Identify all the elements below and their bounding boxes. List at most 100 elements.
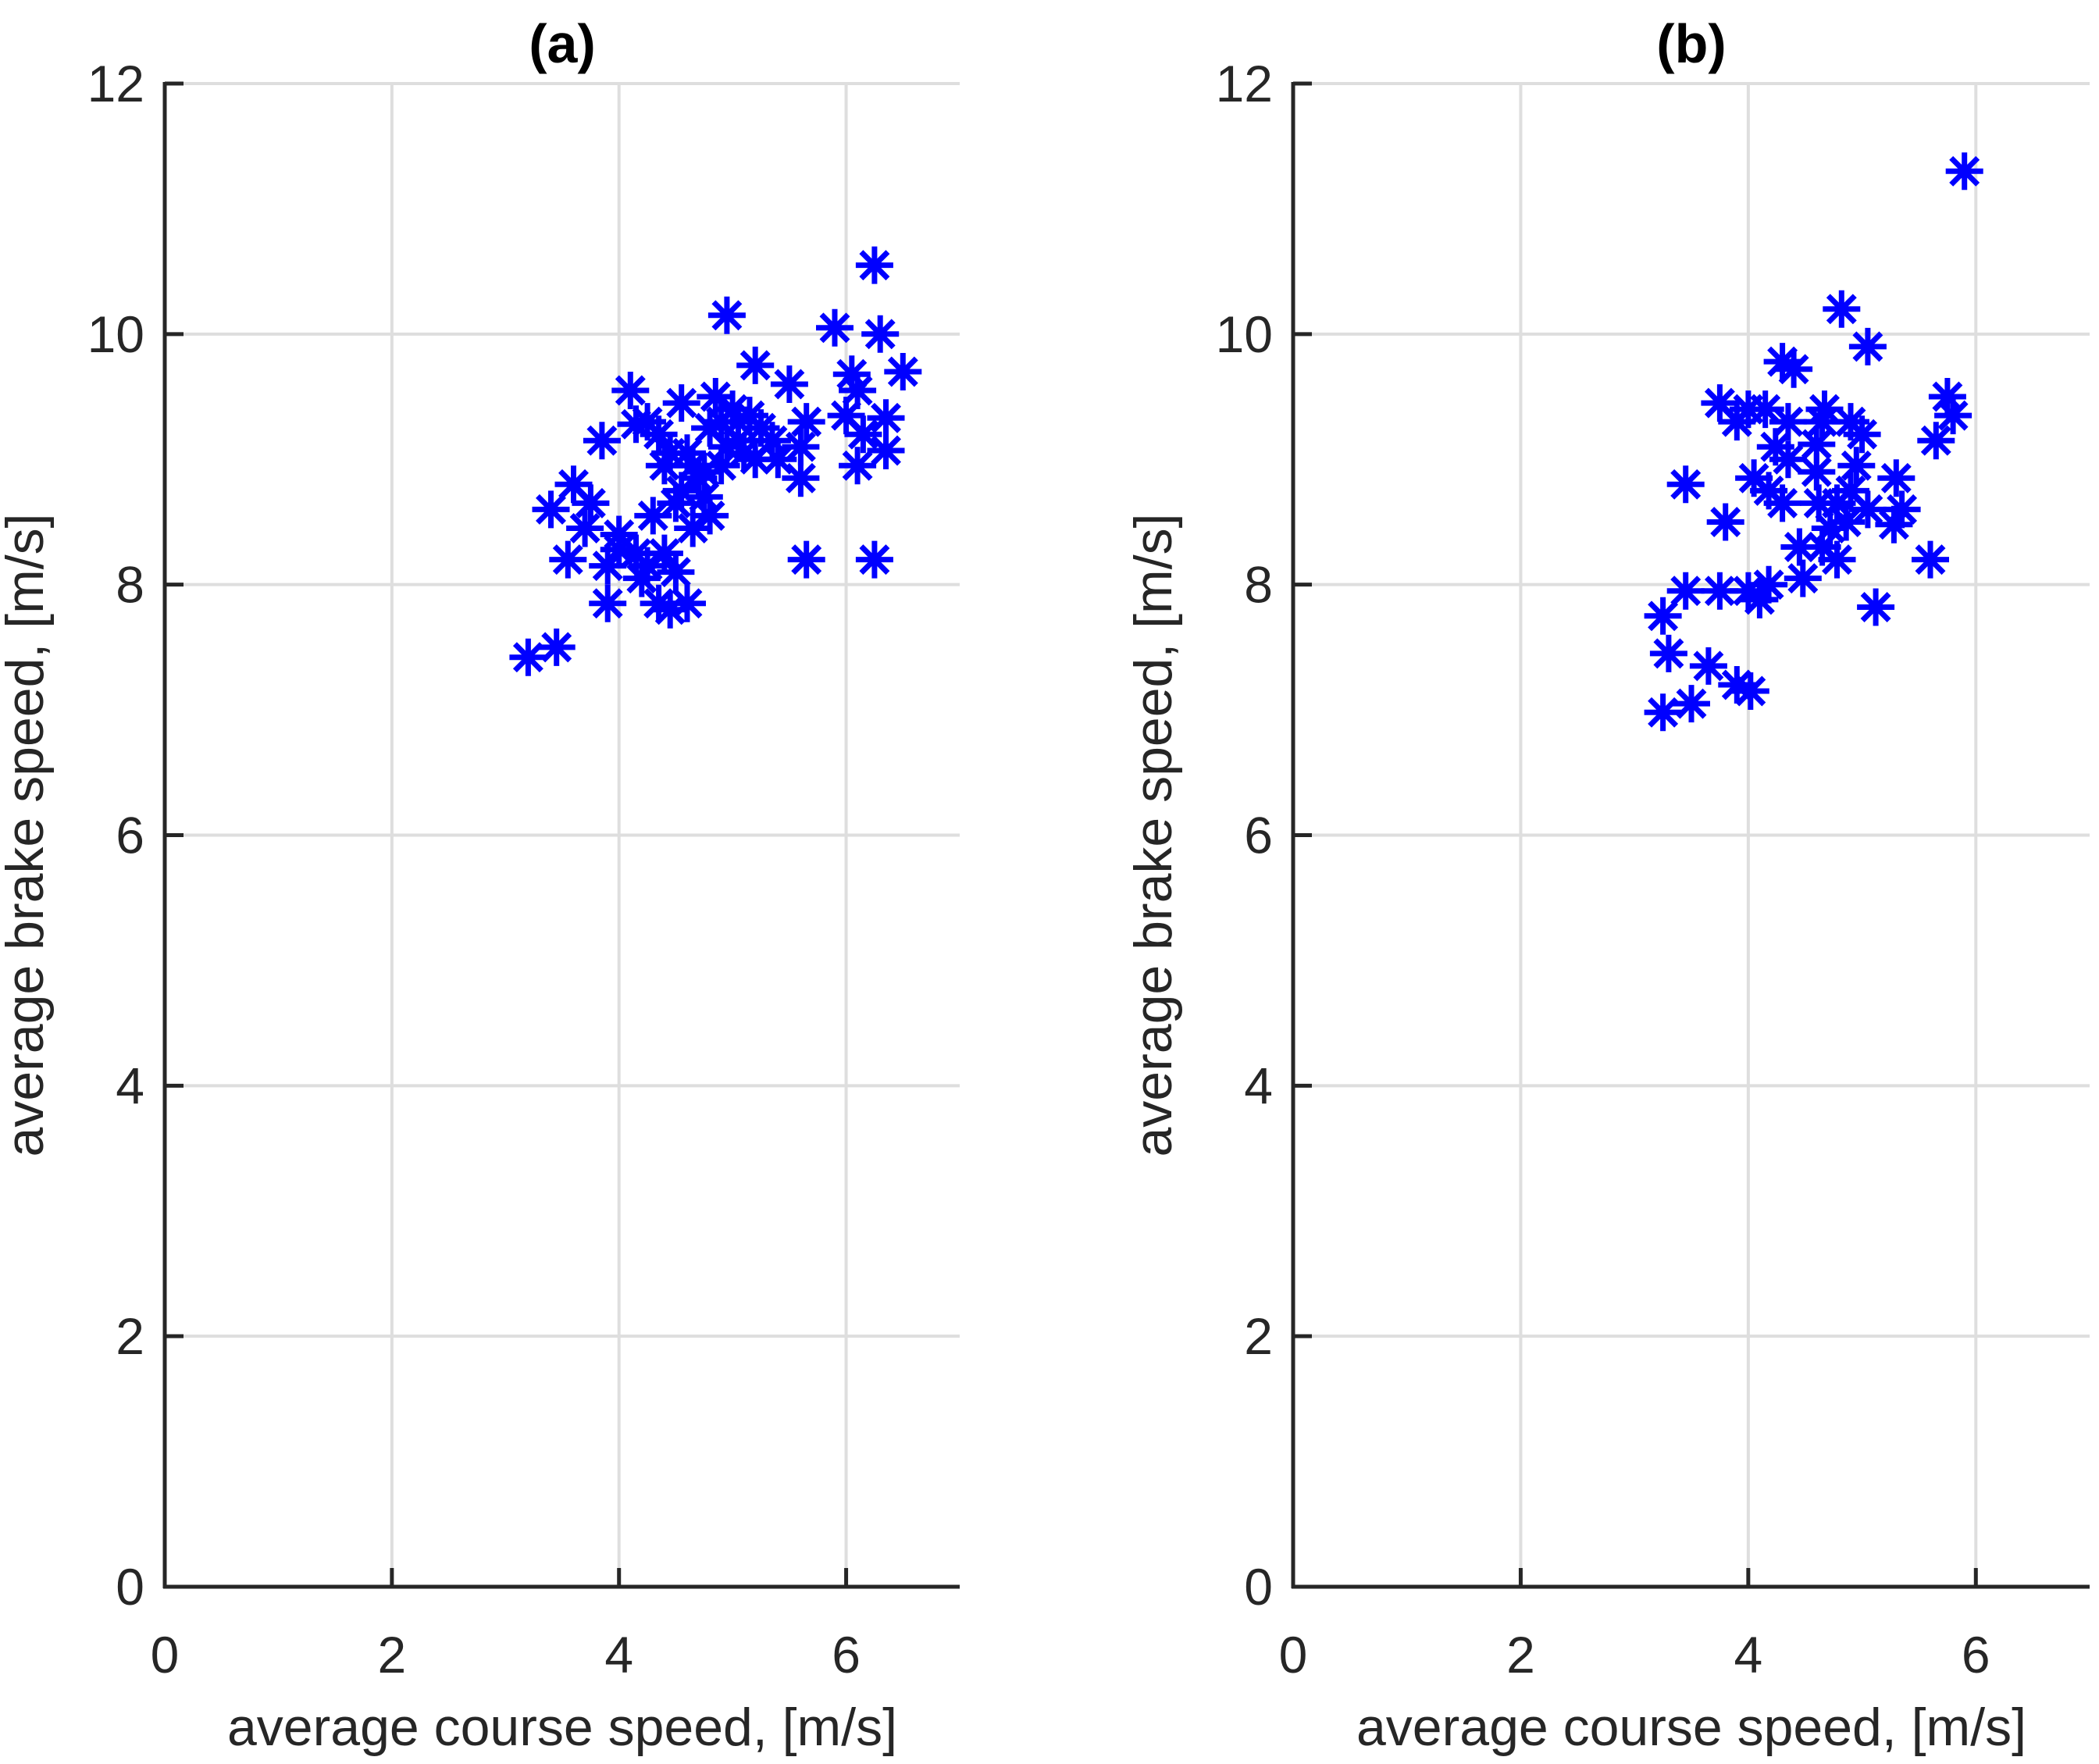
- panel-a-y-tick-label: 0: [116, 1558, 144, 1616]
- panel-a-data-marker: [651, 590, 690, 629]
- panel-b-data-marker: [1857, 588, 1895, 626]
- panel-b-data-marker: [1769, 403, 1807, 441]
- panel-b-data-marker: [1945, 152, 1983, 191]
- panel-b-data-marker: [1823, 290, 1861, 328]
- panel-b-data-marker: [1832, 472, 1869, 510]
- panel-a-y-tick-label: 2: [116, 1307, 144, 1365]
- panel-b-data-marker: [1832, 403, 1869, 441]
- panel-a-data-marker: [668, 434, 706, 472]
- panel-b-data-marker: [1780, 528, 1819, 566]
- panel-a-data-marker: [691, 497, 729, 535]
- panel-b-y-tick-label: 6: [1244, 807, 1273, 864]
- panel-a-data-marker: [662, 384, 700, 422]
- panel-b-data-marker: [1701, 572, 1739, 610]
- panel-b-data-marker: [1775, 350, 1813, 388]
- panel-a-data-marker: [855, 246, 893, 284]
- panel-b-y-tick-label: 12: [1216, 55, 1273, 112]
- panel-a-data-marker: [629, 547, 667, 585]
- panel-b-data-marker: [1750, 565, 1788, 604]
- panel-b-data-marker: [1741, 580, 1779, 618]
- panel-a-data-marker: [657, 484, 695, 522]
- panel-a-data-marker: [685, 478, 723, 516]
- panel-b-data-marker: [1798, 453, 1836, 491]
- panel-b-data-marker: [1934, 397, 1972, 435]
- panel-b-data-marker: [1763, 484, 1801, 522]
- panel-a-data-marker: [685, 453, 723, 491]
- panel-a-data-marker: [697, 378, 735, 415]
- panel-a-data-marker: [554, 465, 593, 504]
- panel-a-data-marker: [719, 422, 757, 460]
- panel-a-data-marker: [782, 459, 820, 497]
- panel-a-data-marker: [827, 397, 865, 435]
- panel-a-data-marker: [861, 315, 900, 353]
- panel-a-data-marker: [702, 447, 740, 485]
- panel-a-data-marker: [867, 432, 905, 469]
- panel-b-data-marker: [1917, 422, 1955, 460]
- panel-b-data-marker: [1706, 503, 1744, 541]
- panel-b-data-marker: [1883, 490, 1921, 529]
- panel-a-data-marker: [600, 530, 638, 568]
- panel-b-y-tick-label: 2: [1244, 1307, 1273, 1365]
- panel-a-data-marker: [668, 584, 706, 622]
- panel-b-x-tick-label: 2: [1506, 1626, 1535, 1684]
- panel-b-data-marker: [1731, 672, 1769, 710]
- panel-a-data-marker: [816, 308, 853, 347]
- panel-b-y-tick-label: 0: [1244, 1558, 1273, 1616]
- panel-b-data-marker: [1912, 540, 1949, 579]
- panel-b-data-marker: [1928, 378, 1966, 415]
- panel-a-y-axis-label: average brake speed, [m/s]: [0, 513, 55, 1156]
- panel-a-data-marker: [549, 540, 587, 579]
- panel-a-data-marker: [714, 390, 752, 429]
- panel-b-data-marker: [1644, 597, 1682, 635]
- panel-a-data-marker: [867, 399, 905, 437]
- panel-a-data-marker: [754, 422, 791, 460]
- panel-a-data-marker: [662, 472, 700, 510]
- panel-a-y-tick-label: 4: [116, 1057, 144, 1114]
- panel-a-x-tick-label: 2: [377, 1626, 406, 1684]
- panel-a-data-marker: [759, 440, 797, 479]
- panel-a-data-marker: [855, 540, 893, 579]
- panel-a-data-marker: [691, 409, 729, 447]
- panel-a-y-tick-label: 12: [87, 55, 144, 112]
- panel-a-y-tick-label: 6: [116, 807, 144, 864]
- panel-b-data-marker: [1746, 390, 1784, 429]
- panel-a-x-tick-label: 6: [832, 1626, 861, 1684]
- panel-a-data-marker: [770, 365, 808, 403]
- panel-a-data-marker: [782, 428, 820, 466]
- panel-b-data-marker: [1877, 459, 1915, 497]
- panel-b-data-marker: [1803, 403, 1841, 441]
- panel-b-data-marker: [1689, 647, 1727, 685]
- panel-a-data-marker: [719, 403, 757, 441]
- panel-b-data-marker: [1848, 490, 1887, 529]
- panel-b-data-marker: [1818, 540, 1856, 579]
- panel-b-title: (b): [1656, 13, 1726, 74]
- panel-b-x-axis-label: average course speed, [m/s]: [1356, 1698, 2026, 1757]
- panel-b-x-tick-label: 0: [1279, 1626, 1308, 1684]
- panel-b-y-tick-label: 8: [1244, 556, 1273, 614]
- panel-b-data-marker: [1673, 685, 1710, 723]
- panel-b-data-marker: [1848, 327, 1887, 365]
- panel-b-data-marker: [1798, 426, 1836, 463]
- panel-b-data-marker: [1756, 428, 1794, 466]
- panel-b-data-marker: [1811, 509, 1849, 547]
- panel-a-data-marker: [674, 447, 712, 485]
- panel-b-data-marker: [1827, 503, 1866, 541]
- panel-a-data-marker: [707, 296, 746, 334]
- panel-a-data-marker: [572, 484, 610, 522]
- panel-a-x-axis-label: average course speed, [m/s]: [227, 1698, 897, 1757]
- panel-b-data-marker: [1666, 572, 1705, 610]
- panel-b-x-tick-label: 4: [1734, 1626, 1762, 1684]
- panel-b-x-tick-label: 6: [1962, 1626, 1990, 1684]
- panel-b-data-marker: [1784, 559, 1822, 597]
- panel-b-data-marker: [1875, 505, 1913, 543]
- panel-b-y-tick-label: 4: [1244, 1057, 1273, 1114]
- panel-a-data-marker: [787, 403, 825, 441]
- panel-b-data-marker: [1837, 447, 1876, 485]
- panel-a-data-marker: [707, 428, 746, 466]
- panel-a-title: (a): [529, 13, 596, 74]
- panel-a-data-marker: [634, 497, 672, 535]
- panel-b-y-axis-label: average brake speed, [m/s]: [1124, 513, 1183, 1156]
- panel-a-data-marker: [509, 638, 547, 676]
